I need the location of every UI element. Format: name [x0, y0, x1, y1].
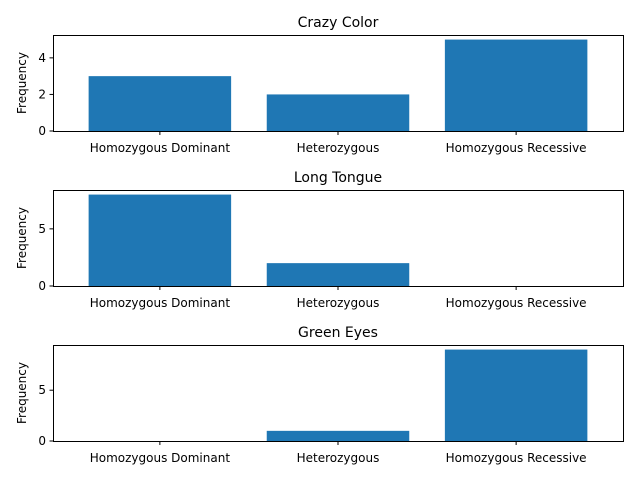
subplot-3: Green Eyes Frequency 0 5 Homozygous Dominant… — [15, 325, 624, 465]
y-tick-label: 4 — [38, 51, 46, 65]
chart-title: Green Eyes — [298, 325, 378, 341]
x-tick-label: Homozygous Dominant — [90, 296, 231, 310]
x-tick-label: Homozygous Dominant — [90, 451, 231, 465]
chart-title: Crazy Color — [298, 15, 379, 31]
y-tick-label: 5 — [38, 383, 46, 397]
bar — [444, 349, 588, 441]
bar — [88, 194, 232, 286]
y-tick-label: 5 — [38, 222, 46, 236]
y-axis-label: Frequency — [15, 207, 29, 269]
y-tick-label: 0 — [38, 434, 46, 448]
bar — [266, 94, 410, 131]
bar — [88, 76, 232, 131]
x-tick-label: Homozygous Recessive — [446, 296, 587, 310]
y-tick-label: 2 — [38, 87, 46, 101]
x-tick-label: Homozygous Recessive — [446, 141, 587, 155]
y-axis-label: Frequency — [15, 362, 29, 424]
chart-title: Long Tongue — [294, 170, 382, 186]
bar — [266, 263, 410, 286]
subplot-1: Crazy Color Frequency 0 2 4 Homozygous Domina… — [15, 15, 624, 155]
y-tick-label: 0 — [38, 124, 46, 138]
x-tick-label: Heterozygous — [297, 141, 380, 155]
bar — [266, 430, 410, 441]
x-tick-label: Homozygous Dominant — [90, 141, 231, 155]
subplot-2: Long Tongue Frequency 0 5 Homozygous Dominan… — [15, 170, 624, 310]
x-tick-label: Homozygous Recessive — [446, 451, 587, 465]
y-tick-label: 0 — [38, 279, 46, 293]
x-tick-label: Heterozygous — [297, 451, 380, 465]
bar — [444, 39, 588, 132]
y-axis-label: Frequency — [15, 52, 29, 114]
x-tick-label: Heterozygous — [297, 296, 380, 310]
